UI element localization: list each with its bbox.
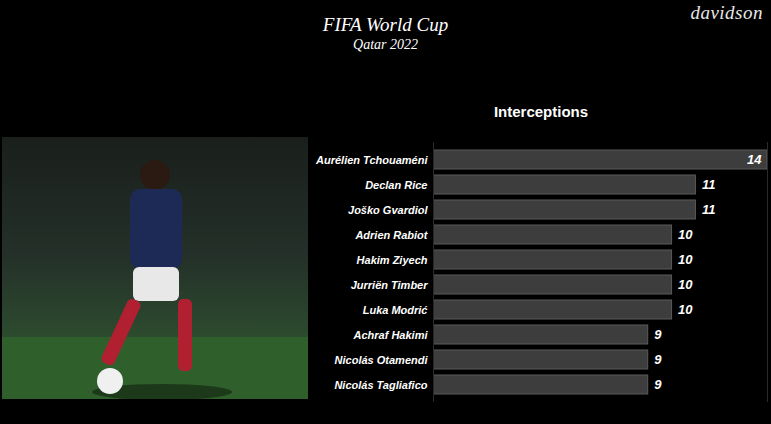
svg-text:10: 10: [678, 252, 693, 267]
html-text:Interceptions: Interceptions: [493, 103, 589, 120]
svg-text:10: 10: [678, 227, 693, 242]
svg-text:Hakim Ziyech: Hakim Ziyech: [357, 254, 428, 266]
html-text:Qatar 2022: Qatar 2022: [353, 37, 418, 52]
svg-text:Declan Rice: Declan Rice: [365, 179, 427, 191]
svg-text:10: 10: [678, 277, 693, 292]
html-text:FIFA World Cup: FIFA World Cup: [322, 14, 449, 35]
svg-text:14: 14: [747, 152, 762, 167]
svg-text:9: 9: [654, 327, 662, 342]
svg-text:Luka Modrić: Luka Modrić: [363, 304, 429, 316]
svg-text:9: 9: [654, 352, 662, 367]
svg-text:Achraf Hakimi: Achraf Hakimi: [353, 329, 429, 341]
svg-text:Joško Gvardiol: Joško Gvardiol: [348, 204, 428, 216]
svg-text:Jurriën Timber: Jurriën Timber: [351, 279, 429, 291]
svg-text:9: 9: [654, 377, 662, 392]
svg-text:10: 10: [678, 302, 693, 317]
svg-text:Aurélien Tchouaméni: Aurélien Tchouaméni: [315, 154, 428, 166]
html-text:davidson: davidson: [690, 2, 763, 23]
svg-text:11: 11: [702, 177, 716, 192]
svg-text:11: 11: [702, 202, 716, 217]
svg-text:Adrien Rabiot: Adrien Rabiot: [354, 229, 428, 241]
svg-text:Nicolás Tagliafico: Nicolás Tagliafico: [334, 379, 427, 391]
svg-text:Nicolás Otamendi: Nicolás Otamendi: [335, 354, 429, 366]
